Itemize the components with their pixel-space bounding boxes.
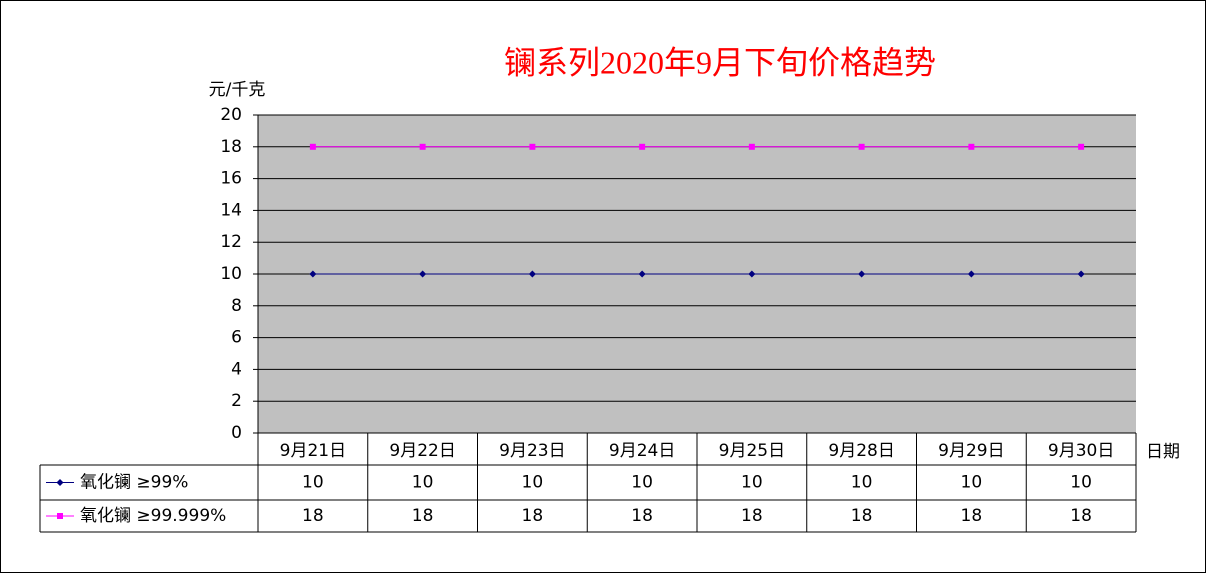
table-value: 18	[741, 506, 763, 526]
y-tick-label: 14	[220, 200, 242, 220]
table-value: 18	[961, 506, 983, 526]
marker	[858, 143, 865, 150]
marker	[858, 270, 866, 278]
x-tick-label: 9月28日	[828, 441, 894, 461]
table-value: 10	[412, 473, 434, 493]
marker	[967, 270, 975, 278]
table-value: 10	[851, 473, 873, 493]
y-tick-label: 0	[231, 423, 242, 443]
marker	[1078, 143, 1085, 150]
table-value: 10	[741, 473, 763, 493]
marker	[56, 479, 64, 486]
chart-title: 镧系列2020年9月下旬价格趋势	[504, 44, 936, 80]
legend-label: 氧化镧 ≥99.999%	[80, 506, 226, 526]
marker	[1077, 270, 1085, 278]
y-tick-label: 6	[231, 328, 242, 348]
marker	[419, 143, 426, 150]
x-tick-label: 9月22日	[389, 441, 455, 461]
table-value: 10	[522, 473, 544, 493]
y-tick-label: 10	[220, 264, 242, 284]
table-value: 18	[522, 506, 544, 526]
marker	[529, 143, 536, 150]
y-tick-label: 16	[220, 169, 242, 189]
marker	[639, 143, 646, 150]
table-value: 10	[631, 473, 653, 493]
y-tick-label: 4	[231, 359, 242, 379]
marker	[528, 270, 536, 278]
table-value: 10	[961, 473, 983, 493]
marker	[57, 513, 63, 519]
marker	[309, 143, 316, 150]
y-tick-label: 18	[220, 137, 242, 157]
table-value: 10	[302, 473, 324, 493]
x-axis-label: 日期	[1146, 442, 1180, 462]
table-value: 18	[302, 506, 324, 526]
x-tick-label: 9月25日	[719, 441, 785, 461]
table-value: 18	[851, 506, 873, 526]
y-axis-label: 元/千克	[209, 80, 266, 100]
marker	[748, 270, 756, 278]
table-value: 10	[1070, 473, 1092, 493]
table-value: 18	[631, 506, 653, 526]
marker	[748, 143, 755, 150]
y-tick-label: 12	[220, 232, 242, 252]
y-tick-label: 8	[231, 296, 242, 316]
x-tick-label: 9月30日	[1048, 441, 1114, 461]
marker	[419, 270, 427, 278]
x-tick-label: 9月29日	[938, 441, 1004, 461]
legend-label: 氧化镧 ≥99%	[80, 473, 188, 493]
marker	[309, 270, 317, 278]
y-tick-label: 20	[220, 105, 242, 125]
table-value: 18	[1070, 506, 1092, 526]
table-value: 18	[412, 506, 434, 526]
x-tick-label: 9月21日	[280, 441, 346, 461]
x-tick-label: 9月23日	[499, 441, 565, 461]
y-tick-label: 2	[231, 391, 242, 411]
marker	[638, 270, 646, 278]
marker	[968, 143, 975, 150]
x-tick-label: 9月24日	[609, 441, 675, 461]
